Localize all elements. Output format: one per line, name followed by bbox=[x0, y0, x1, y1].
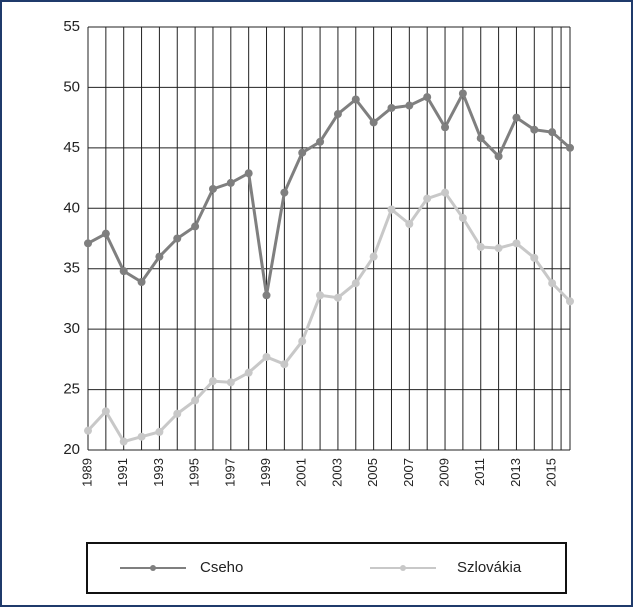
point bbox=[512, 239, 521, 248]
point bbox=[137, 432, 146, 441]
point bbox=[423, 194, 432, 203]
point bbox=[333, 293, 342, 302]
legend-box bbox=[86, 542, 567, 594]
point bbox=[191, 222, 200, 231]
point bbox=[101, 407, 110, 416]
point bbox=[155, 252, 164, 261]
point bbox=[119, 267, 128, 276]
point bbox=[137, 278, 146, 287]
point bbox=[476, 242, 485, 251]
point bbox=[387, 205, 396, 214]
y-tick-label: 20 bbox=[63, 441, 80, 458]
point bbox=[423, 93, 432, 102]
series-line bbox=[86, 190, 572, 444]
point bbox=[387, 103, 396, 112]
point bbox=[298, 148, 307, 157]
point bbox=[530, 253, 539, 262]
legend-label: Szlovákia bbox=[457, 559, 522, 576]
point bbox=[566, 297, 574, 306]
x-tick-label: 2001 bbox=[294, 458, 309, 487]
point bbox=[458, 213, 467, 222]
point bbox=[244, 368, 253, 377]
point bbox=[262, 352, 271, 361]
point bbox=[476, 134, 485, 143]
point bbox=[512, 113, 521, 122]
y-tick-label: 50 bbox=[63, 78, 80, 95]
y-tick-label: 45 bbox=[63, 139, 80, 156]
point bbox=[494, 152, 503, 161]
point bbox=[441, 123, 450, 132]
point bbox=[155, 427, 164, 436]
point bbox=[226, 378, 235, 387]
point bbox=[298, 337, 307, 346]
x-tick-label: 1993 bbox=[151, 458, 166, 487]
point bbox=[84, 239, 92, 248]
point bbox=[173, 409, 182, 418]
x-tick-label: 1999 bbox=[258, 458, 273, 487]
point bbox=[119, 437, 128, 446]
x-tick-label: 2007 bbox=[401, 458, 416, 487]
y-tick-label: 25 bbox=[63, 381, 80, 398]
x-tick-label: 2003 bbox=[329, 458, 344, 487]
x-tick-label: 2005 bbox=[365, 458, 380, 487]
y-tick-label: 55 bbox=[63, 18, 80, 35]
series-line bbox=[87, 89, 571, 296]
y-tick-label: 35 bbox=[63, 260, 80, 277]
point bbox=[101, 229, 110, 238]
point bbox=[530, 125, 539, 134]
x-tick-label: 1995 bbox=[187, 458, 202, 487]
point bbox=[226, 178, 235, 187]
point bbox=[244, 169, 253, 178]
point bbox=[369, 252, 378, 261]
point bbox=[280, 360, 289, 369]
point bbox=[566, 143, 574, 152]
point bbox=[405, 219, 414, 228]
point bbox=[191, 396, 200, 405]
point bbox=[351, 279, 360, 288]
x-tick-label: 2011 bbox=[472, 458, 487, 486]
x-tick-label: 1989 bbox=[79, 458, 94, 487]
point bbox=[548, 128, 557, 137]
point bbox=[208, 184, 217, 193]
legend-label: Cseho bbox=[200, 559, 243, 576]
point bbox=[280, 188, 289, 197]
x-tick-label: 1991 bbox=[115, 458, 130, 487]
point bbox=[84, 426, 92, 435]
point bbox=[333, 110, 342, 119]
point bbox=[494, 244, 503, 253]
x-tick-label: 2015 bbox=[544, 458, 559, 487]
y-tick-label: 30 bbox=[63, 320, 80, 337]
point bbox=[458, 89, 467, 98]
point bbox=[369, 118, 378, 127]
point bbox=[405, 101, 414, 110]
legend-marker bbox=[150, 565, 156, 571]
y-tick-label: 40 bbox=[63, 199, 80, 216]
point bbox=[208, 377, 217, 386]
legend-marker bbox=[400, 565, 406, 571]
x-tick-label: 2009 bbox=[436, 458, 451, 487]
point bbox=[351, 95, 360, 104]
point bbox=[548, 279, 557, 288]
point bbox=[441, 188, 450, 197]
x-tick-label: 2013 bbox=[508, 458, 523, 487]
point bbox=[316, 291, 325, 300]
point bbox=[262, 291, 271, 300]
x-tick-label: 1997 bbox=[222, 458, 237, 487]
point bbox=[173, 234, 182, 243]
point bbox=[316, 137, 325, 146]
